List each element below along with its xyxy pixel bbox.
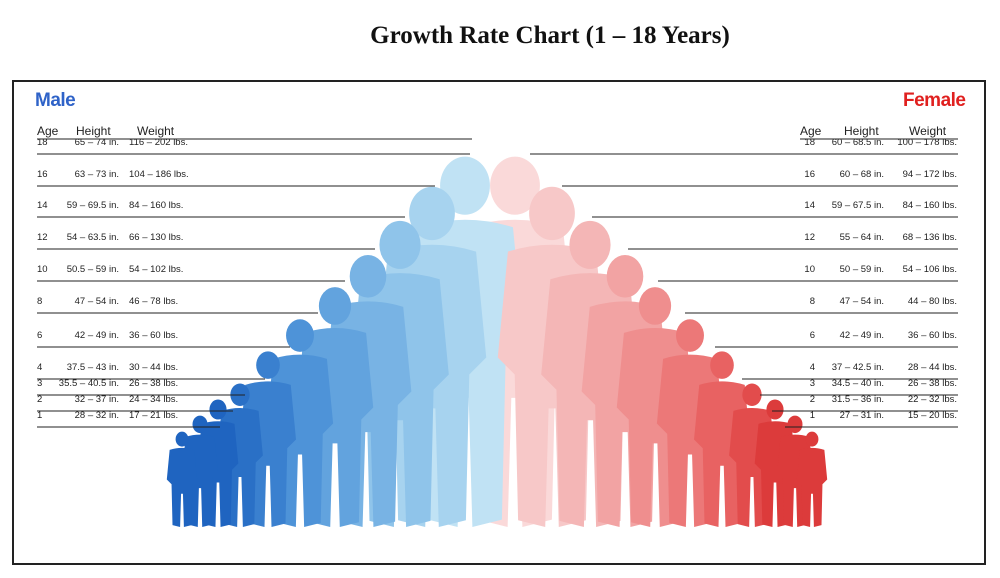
male-weight-cell: 17 – 21 lbs. [129,410,179,421]
male-col-age: Age [37,124,59,138]
male-height-cell: 54 – 63.5 in. [66,232,119,243]
female-col-age: Age [800,124,822,138]
male-weight-cell: 46 – 78 lbs. [129,296,179,307]
female-age-cell: 18 [804,137,815,148]
girl-silhouette [796,431,828,527]
male-age-cell: 1 [37,410,43,421]
female-age-cell: 10 [804,264,815,275]
female-weight-cell: 100 – 178 lbs. [897,137,957,148]
male-weight-cell: 36 – 60 lbs. [129,330,179,341]
female-col-weight: Weight [909,124,947,138]
male-weight-cell: 116 – 202 lbs. [129,137,188,148]
female-height-cell: 42 – 49 in. [839,330,884,341]
chart-frame [12,80,986,565]
male-age-cell: 10 [37,264,48,275]
female-height-cell: 27 – 31 in. [839,410,884,421]
male-height-cell: 59 – 69.5 in. [66,200,119,211]
male-age-cell: 2 [37,394,43,405]
female-height-cell: 60 – 68.5 in. [831,137,884,148]
female-header: Female [903,90,966,111]
female-weight-cell: 94 – 172 lbs. [902,169,957,180]
female-weight-cell: 36 – 60 lbs. [907,330,957,341]
female-weight-cell: 84 – 160 lbs. [902,200,957,211]
female-col-height: Height [844,124,879,138]
female-height-cell: 34.5 – 40 in. [831,378,884,389]
male-height-cell: 35.5 – 40.5 in. [58,378,119,389]
female-age-cell: 16 [804,169,815,180]
male-age-cell: 4 [37,362,43,373]
female-weight-cell: 15 – 20 lbs. [907,410,957,421]
male-height-cell: 32 – 37 in. [74,394,119,405]
male-age-cell: 3 [37,378,43,389]
female-age-cell: 4 [809,362,815,373]
male-height-cell: 37.5 – 43 in. [66,362,119,373]
male-age-cell: 14 [37,200,48,211]
male-age-cell: 18 [37,137,48,148]
female-height-cell: 47 – 54 in. [839,296,884,307]
male-height-cell: 65 – 74 in. [74,137,119,148]
female-age-cell: 1 [809,410,815,421]
male-header: Male [35,90,76,111]
female-age-cell: 2 [809,394,815,405]
female-height-cell: 55 – 64 in. [839,232,884,243]
female-height-cell: 37 – 42.5 in. [831,362,884,373]
male-height-cell: 63 – 73 in. [74,169,119,180]
boy-silhouette [166,431,198,527]
female-age-cell: 8 [809,296,815,307]
male-col-height: Height [76,124,111,138]
male-age-cell: 8 [37,296,43,307]
male-weight-cell: 66 – 130 lbs. [129,232,184,243]
male-weight-cell: 30 – 44 lbs. [129,362,179,373]
male-height-cell: 42 – 49 in. [74,330,119,341]
female-age-cell: 14 [804,200,815,211]
male-height-cell: 50.5 – 59 in. [66,264,119,275]
male-weight-cell: 24 – 34 lbs. [129,394,179,405]
male-age-cell: 16 [37,169,48,180]
chart-title: Growth Rate Chart (1 – 18 Years) [370,22,730,49]
female-weight-cell: 68 – 136 lbs. [902,232,957,243]
female-weight-cell: 28 – 44 lbs. [907,362,957,373]
female-weight-cell: 44 – 80 lbs. [907,296,957,307]
female-height-cell: 31.5 – 36 in. [831,394,884,405]
female-weight-cell: 26 – 38 lbs. [907,378,957,389]
male-weight-cell: 84 – 160 lbs. [129,200,184,211]
male-weight-cell: 104 – 186 lbs. [129,169,189,180]
male-height-cell: 47 – 54 in. [74,296,119,307]
female-weight-cell: 54 – 106 lbs. [902,264,957,275]
male-col-weight: Weight [137,124,175,138]
male-weight-cell: 54 – 102 lbs. [129,264,184,275]
female-age-cell: 6 [809,330,815,341]
female-height-cell: 60 – 68 in. [839,169,884,180]
male-height-cell: 28 – 32 in. [74,410,119,421]
female-weight-cell: 22 – 32 lbs. [907,394,957,405]
female-height-cell: 50 – 59 in. [839,264,884,275]
male-weight-cell: 26 – 38 lbs. [129,378,179,389]
female-age-cell: 12 [804,232,815,243]
male-age-cell: 12 [37,232,48,243]
female-height-cell: 59 – 67.5 in. [831,200,884,211]
male-age-cell: 6 [37,330,43,341]
female-age-cell: 3 [809,378,815,389]
